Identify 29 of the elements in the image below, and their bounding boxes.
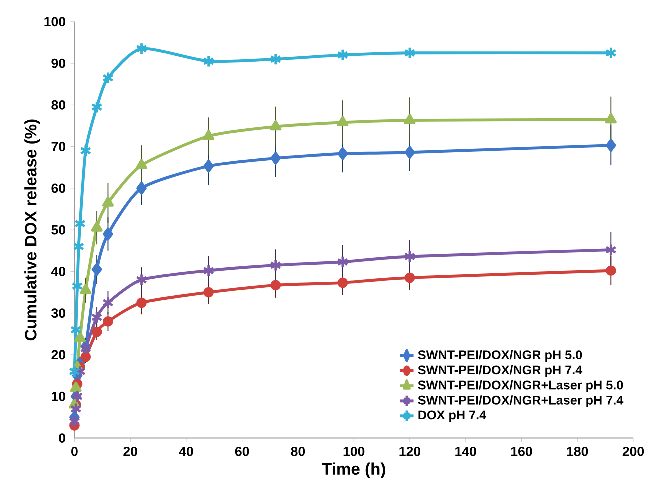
- y-tick-label: 0: [59, 434, 66, 443]
- x-tick-label: 160: [511, 446, 532, 456]
- y-tick-label: 70: [52, 142, 66, 152]
- x-tick-label: 0: [72, 446, 78, 456]
- legend-label: SWNT-PEI/DOX/NGR pH 5.0: [418, 350, 582, 362]
- legend-label: DOX pH 7.4: [418, 410, 487, 422]
- x-tick-label: 80: [291, 446, 306, 456]
- y-tick-label: 100: [44, 17, 66, 27]
- legend-label: SWNT-PEI/DOX/NGR pH 7.4: [418, 365, 583, 378]
- x-tick-label: 180: [567, 446, 588, 456]
- x-tick-label: 200: [622, 446, 644, 456]
- y-tick-label: 30: [52, 308, 66, 318]
- x-tick-label: 140: [456, 446, 476, 456]
- y-tick-label: 80: [52, 100, 66, 110]
- y-tick-label: 40: [51, 267, 66, 276]
- x-tick-label: 100: [344, 446, 365, 456]
- y-axis-title: Cumulative DOX release (%): [24, 120, 40, 341]
- x-tick-label: 20: [124, 446, 138, 456]
- x-tick-label: 60: [235, 446, 250, 456]
- y-tick-label: 90: [52, 58, 66, 68]
- x-tick-label: 120: [400, 446, 421, 456]
- legend-label: SWNT-PEI/DOX/NGR+Laser pH 7.4: [418, 396, 624, 408]
- y-tick-label: 20: [52, 350, 66, 360]
- y-tick-label: 10: [52, 392, 66, 402]
- legend-label: SWNT-PEI/DOX/NGR+Laser pH 5.0: [418, 380, 624, 392]
- x-tick-label: 40: [179, 446, 194, 456]
- x-axis-title: Time (h): [322, 462, 386, 478]
- y-tick-label: 50: [52, 225, 66, 235]
- y-tick-label: 60: [52, 184, 66, 194]
